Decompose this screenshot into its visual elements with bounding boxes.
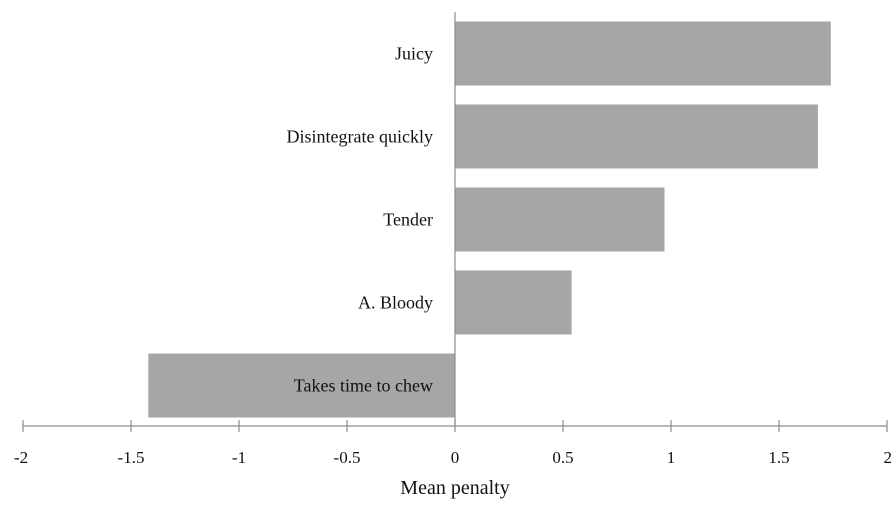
- category-label: A. Bloody: [358, 293, 433, 313]
- bar: [455, 21, 831, 86]
- bar: [455, 270, 572, 335]
- x-axis-ticks: -2 -1.5 -1 -0.5 0 0.5 1 1.5 2: [14, 420, 892, 467]
- category-label: Tender: [383, 210, 433, 230]
- category-label: Juicy: [395, 44, 433, 64]
- x-tick-label: 1.5: [768, 448, 789, 467]
- bar: [455, 104, 818, 169]
- bar: [148, 353, 456, 418]
- x-tick-label: -1: [232, 448, 246, 467]
- category-label: Takes time to chew: [294, 376, 433, 396]
- x-tick-label: 2: [884, 448, 893, 467]
- category-label: Disintegrate quickly: [287, 127, 433, 147]
- bar: [455, 187, 665, 252]
- x-tick-label: -2: [14, 448, 28, 467]
- x-tick-label: 1: [667, 448, 676, 467]
- x-axis-title: Mean penalty: [400, 477, 509, 499]
- x-tick-label: -0.5: [334, 448, 361, 467]
- x-tick-label: -1.5: [118, 448, 145, 467]
- x-tick-label: 0: [451, 448, 460, 467]
- x-tick-label: 0.5: [552, 448, 573, 467]
- bars-group: [148, 21, 831, 418]
- category-labels: Juicy Disintegrate quickly Tender A. Bloody…: [287, 44, 433, 396]
